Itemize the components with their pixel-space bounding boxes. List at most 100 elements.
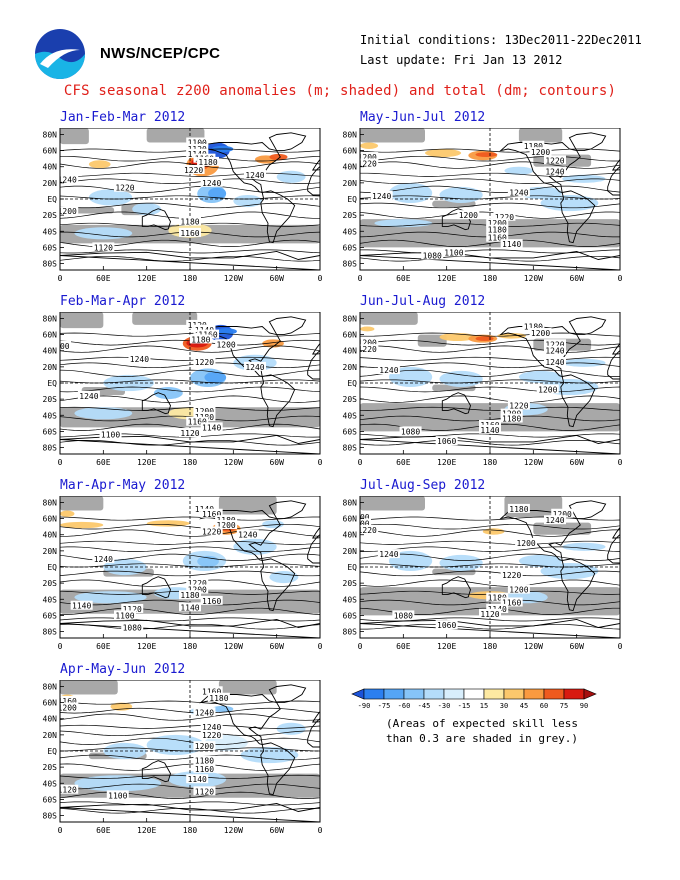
panel-title-jja: Jun-Jul-Aug 2012: [360, 294, 486, 309]
anomaly-patch: [475, 336, 494, 342]
contour-label: 1220: [115, 184, 134, 193]
lat-tick-label: 60N: [343, 147, 358, 156]
lon-tick-label: 120E: [137, 642, 156, 651]
contour-label-bg: [522, 321, 545, 331]
low-skill-area: [60, 312, 104, 329]
map-panel-jja: 1180120012001220122012401240124012001220…: [343, 312, 623, 467]
contour-label-bg: [442, 247, 465, 257]
contour-label-bg: [544, 357, 566, 367]
lon-tick-label: 0: [358, 274, 363, 283]
height-contour: [60, 386, 320, 393]
low-skill-area: [218, 680, 277, 695]
low-skill-area: [518, 128, 563, 143]
coastline: [60, 434, 320, 454]
lon-tick-label: 0: [58, 458, 63, 467]
contour-label: 1120: [195, 787, 214, 796]
legend-color-box: [503, 688, 525, 700]
anomaly-patch: [153, 387, 183, 400]
lon-tick-label: 120W: [524, 642, 543, 651]
lat-tick-label: 20N: [343, 179, 358, 188]
contour-label-bg: [360, 152, 379, 162]
contour-label-bg: [377, 365, 400, 375]
height-contour: [60, 369, 320, 377]
contour-label: 1220: [502, 571, 521, 580]
contour-label-bg: [507, 584, 530, 594]
lon-tick-label: 0: [58, 274, 63, 283]
contour-label-bg: [99, 429, 122, 439]
contour-label-bg: [360, 511, 371, 521]
contour-label-bg: [486, 603, 509, 613]
lon-tick-label: 0: [618, 642, 623, 651]
contour-label-bg: [544, 166, 566, 176]
lon-tick-label: 120W: [224, 826, 243, 835]
contour-label: 1200: [58, 703, 77, 712]
lon-tick-label: 120E: [137, 826, 156, 835]
lat-tick-label: 40N: [43, 531, 58, 540]
lon-tick-label: 120W: [224, 458, 243, 467]
lat-tick-label: EQ: [47, 379, 57, 388]
contour-label: 1140: [502, 240, 521, 249]
coastline: [141, 208, 171, 231]
legend-tick-label: -15: [458, 702, 471, 710]
lon-tick-label: 0: [58, 826, 63, 835]
contour-label-bg: [179, 602, 201, 612]
legend-color-box: [443, 688, 465, 700]
contour-label: 1100: [444, 248, 463, 257]
contour-label-bg: [200, 595, 223, 605]
lon-tick-label: 0: [318, 274, 323, 283]
contour-label: 1200: [50, 342, 69, 351]
contour-label: 1120: [180, 429, 199, 438]
contour-label: 1240: [202, 179, 221, 188]
legend-tick-label: 75: [560, 702, 568, 710]
lat-tick-label: 80N: [43, 130, 58, 139]
lat-tick-label: 20S: [43, 211, 58, 220]
contour-label-bg: [121, 603, 144, 613]
height-contour: [360, 185, 620, 193]
contour-label-bg: [486, 218, 509, 228]
lon-tick-label: 180: [183, 826, 198, 835]
contour-label-bg: [186, 148, 209, 158]
contour-label: 1200: [195, 742, 214, 751]
contour-label: 1200: [58, 207, 77, 216]
contour-label-bg: [186, 774, 209, 784]
contour-label: 1240: [372, 192, 391, 201]
coastline: [441, 576, 471, 599]
plot-area: 1160118011601200124012401220120011801160…: [58, 680, 320, 822]
contour-label: 1160: [488, 234, 507, 243]
contour-label-bg: [493, 211, 516, 221]
anomaly-patch: [204, 371, 227, 383]
contour-label: 1220: [202, 528, 221, 537]
lat-tick-label: 60S: [43, 243, 58, 252]
lat-tick-label: 40N: [343, 163, 358, 172]
lat-tick-label: EQ: [347, 195, 357, 204]
lat-tick-label: 60N: [43, 147, 58, 156]
plot-area: 112011401160 1180 1200 1200 1240 1220 1240 1240…: [50, 312, 320, 454]
coastline: [260, 742, 296, 796]
coastline: [499, 142, 581, 194]
lon-tick-label: 60W: [269, 458, 284, 467]
contour-label: 1060: [437, 621, 456, 630]
contour-label-bg: [207, 692, 230, 702]
lon-tick-label: 180: [483, 274, 498, 283]
anomaly-patch: [197, 555, 219, 567]
contour-label-bg: [544, 345, 566, 355]
coastline: [268, 684, 307, 704]
contour-label-bg: [60, 174, 79, 184]
contour-label: 1240: [545, 347, 564, 356]
low-skill-area: [132, 312, 198, 325]
contour-label: 1240: [509, 189, 528, 198]
height-contour: [360, 369, 620, 377]
coastline: [560, 190, 596, 244]
lon-tick-label: 120W: [524, 274, 543, 283]
lat-tick-label: 60N: [343, 515, 358, 524]
contour-label-bg: [106, 790, 129, 800]
contour-label: 1100: [108, 791, 127, 800]
coastline: [360, 618, 620, 638]
lat-tick-label: EQ: [47, 563, 57, 572]
contour-label: 1180: [198, 158, 217, 167]
anomaly-patch: [60, 510, 75, 517]
contour-label-bg: [70, 600, 93, 610]
contour-label: 1180: [509, 505, 528, 514]
